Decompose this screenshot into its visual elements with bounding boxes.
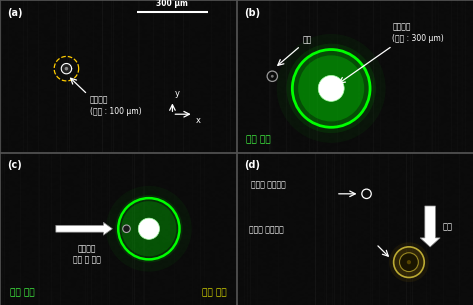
Text: 광원: 광원 bbox=[303, 35, 312, 44]
Ellipse shape bbox=[61, 63, 71, 74]
Text: 이동: 이동 bbox=[443, 222, 453, 231]
Text: (b): (b) bbox=[244, 8, 260, 18]
Ellipse shape bbox=[394, 247, 424, 278]
Text: 미소물체
(직경 : 100 μm): 미소물체 (직경 : 100 μm) bbox=[90, 95, 141, 116]
Ellipse shape bbox=[400, 253, 418, 271]
Text: x: x bbox=[196, 116, 201, 125]
Ellipse shape bbox=[292, 49, 370, 127]
Ellipse shape bbox=[115, 195, 183, 262]
Ellipse shape bbox=[121, 201, 176, 256]
Ellipse shape bbox=[65, 67, 68, 70]
Text: y: y bbox=[175, 88, 180, 98]
Text: 해방된 공기방울: 해방된 공기방울 bbox=[249, 226, 283, 235]
Ellipse shape bbox=[407, 260, 411, 264]
FancyArrow shape bbox=[56, 222, 113, 235]
Ellipse shape bbox=[138, 218, 159, 239]
Text: 광원 조사: 광원 조사 bbox=[10, 288, 35, 297]
Text: 300 μm: 300 μm bbox=[157, 0, 188, 8]
Text: 공기방울
(직경 : 300 μm): 공기방울 (직경 : 300 μm) bbox=[393, 22, 444, 43]
Text: (c): (c) bbox=[8, 160, 22, 170]
Ellipse shape bbox=[277, 34, 385, 143]
Text: (d): (d) bbox=[244, 160, 260, 170]
Text: 해방된 미소물체: 해방된 미소물체 bbox=[251, 180, 286, 189]
Text: 미소물체
포획 및 이송: 미소물체 포획 및 이송 bbox=[72, 244, 100, 265]
Ellipse shape bbox=[298, 56, 364, 121]
FancyArrow shape bbox=[420, 206, 440, 247]
Ellipse shape bbox=[123, 225, 130, 232]
Text: 음파 인가: 음파 인가 bbox=[202, 288, 227, 297]
Ellipse shape bbox=[389, 242, 429, 282]
Ellipse shape bbox=[271, 75, 274, 78]
Text: (a): (a) bbox=[8, 8, 23, 18]
Ellipse shape bbox=[318, 75, 344, 101]
Text: 광원 조사: 광원 조사 bbox=[246, 136, 271, 145]
Ellipse shape bbox=[287, 44, 376, 133]
Ellipse shape bbox=[106, 186, 192, 272]
